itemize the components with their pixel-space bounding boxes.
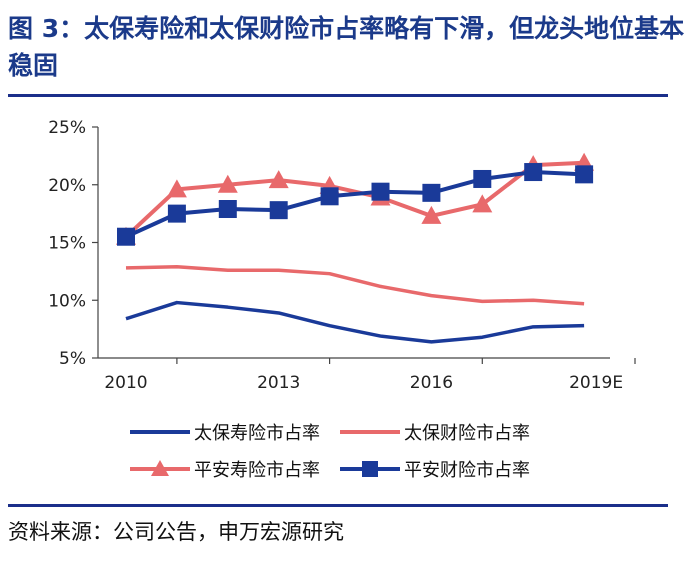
legend-triangle-marker xyxy=(151,460,169,476)
series-4 xyxy=(117,163,594,246)
series-line xyxy=(125,300,585,344)
square-marker xyxy=(524,163,543,182)
square-marker xyxy=(218,200,237,219)
triangle-marker xyxy=(166,179,187,198)
legend-item: 太保寿险市占率 xyxy=(130,423,320,444)
x-tick-label: 2016 xyxy=(410,373,453,393)
legend-item: 太保财险市占率 xyxy=(340,423,530,444)
square-marker xyxy=(575,165,594,184)
source-divider xyxy=(8,504,668,507)
square-marker xyxy=(117,227,135,246)
square-marker xyxy=(269,201,288,220)
series-line xyxy=(124,160,585,239)
legend-item: 平安寿险市占率 xyxy=(130,460,320,481)
y-tick-label: 20% xyxy=(48,176,86,196)
square-marker xyxy=(371,182,390,201)
y-tick-label: 5% xyxy=(59,349,86,369)
square-marker xyxy=(167,204,186,223)
x-tick-label: 2019E xyxy=(569,373,623,393)
series-3 xyxy=(116,152,595,245)
series-line xyxy=(125,170,585,239)
x-tick-label: 2013 xyxy=(257,373,300,393)
legend-square-marker xyxy=(362,461,378,477)
triangle-marker xyxy=(268,170,289,189)
title-divider xyxy=(8,94,668,97)
legend-label: 平安寿险市占率 xyxy=(194,460,320,481)
series-line xyxy=(125,265,585,306)
triangle-marker xyxy=(472,194,493,213)
square-marker xyxy=(422,183,441,202)
y-tick-label: 15% xyxy=(48,234,86,254)
legend-label: 太保财险市占率 xyxy=(404,423,530,444)
triangle-marker xyxy=(421,205,442,224)
legend-label: 平安财险市占率 xyxy=(404,460,530,481)
legend-label: 太保寿险市占率 xyxy=(194,423,320,444)
y-tick-label: 25% xyxy=(48,118,86,138)
chart-axes: 5% 10% 15% 20% 25% 2010 2013 2016 2019E xyxy=(48,118,636,393)
square-marker xyxy=(473,169,492,188)
x-tick-label: 2010 xyxy=(104,373,147,393)
series-1 xyxy=(125,300,585,344)
y-tick-label: 10% xyxy=(48,291,86,311)
square-marker xyxy=(320,187,339,206)
figure-title: 图 3：太保寿险和太保财险市占率略有下滑，但龙头地位基本稳固 xyxy=(8,14,685,80)
source-note: 资料来源：公司公告，申万宏源研究 xyxy=(8,520,344,544)
chart-series xyxy=(116,152,595,344)
legend-item: 平安财险市占率 xyxy=(340,460,530,481)
series-2 xyxy=(125,265,585,306)
triangle-marker xyxy=(217,174,238,193)
